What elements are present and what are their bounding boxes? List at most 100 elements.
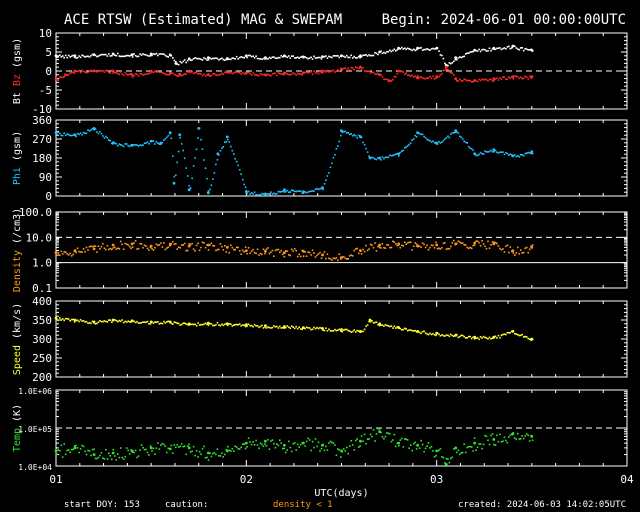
data-point	[414, 329, 416, 332]
data-point	[231, 72, 234, 75]
data-point	[381, 52, 384, 55]
data-point	[72, 71, 74, 74]
data-point	[238, 56, 241, 59]
data-point	[317, 72, 320, 75]
data-point	[222, 58, 225, 61]
data-point	[472, 80, 474, 83]
data-point	[131, 76, 134, 78]
data-point	[187, 188, 191, 192]
data-point	[363, 144, 366, 146]
data-point	[408, 329, 410, 331]
data-point	[78, 250, 80, 253]
data-point	[70, 71, 73, 74]
data-point	[249, 441, 251, 443]
data-point	[299, 255, 302, 258]
data-point	[490, 50, 492, 52]
data-point	[447, 135, 449, 138]
data-point	[482, 153, 485, 155]
data-point	[438, 75, 440, 78]
data-point	[493, 443, 495, 446]
data-point	[445, 136, 448, 139]
data-point	[524, 152, 526, 155]
data-point	[258, 447, 260, 449]
data-point	[302, 190, 305, 194]
data-point	[267, 247, 269, 249]
data-point	[56, 254, 58, 257]
data-point	[222, 249, 225, 251]
data-point	[273, 72, 275, 75]
data-point	[99, 54, 101, 57]
data-point	[494, 48, 497, 51]
data-point	[189, 59, 192, 62]
data-point	[164, 138, 167, 140]
data-point	[442, 334, 445, 337]
data-point	[159, 141, 163, 145]
data-point	[185, 73, 187, 75]
data-point	[429, 332, 431, 335]
data-point	[93, 448, 95, 450]
data-point	[108, 248, 110, 251]
data-point	[405, 48, 407, 51]
data-point	[344, 257, 347, 260]
data-point	[527, 337, 529, 340]
data-point	[215, 249, 217, 252]
data-point	[175, 74, 177, 76]
data-point	[137, 455, 140, 457]
data-point	[438, 449, 440, 451]
data-point	[218, 248, 220, 251]
data-point	[127, 54, 129, 57]
y-tick-label: 300	[32, 333, 52, 346]
data-point	[69, 134, 71, 137]
data-point	[240, 325, 242, 327]
data-point	[274, 72, 277, 75]
data-point	[484, 245, 486, 248]
data-point	[121, 243, 123, 246]
data-point	[224, 323, 226, 326]
data-point	[346, 328, 348, 331]
data-point	[377, 53, 379, 56]
data-point	[63, 319, 65, 322]
data-point	[487, 50, 489, 52]
data-point	[450, 62, 452, 65]
data-point	[401, 244, 403, 247]
data-point	[356, 438, 358, 440]
data-point	[151, 248, 153, 250]
data-point	[365, 54, 367, 56]
data-point	[469, 51, 471, 53]
data-point	[79, 71, 82, 74]
data-point	[185, 249, 187, 252]
data-point	[201, 323, 204, 326]
data-point	[528, 440, 531, 442]
data-point	[280, 73, 283, 75]
data-point	[115, 319, 118, 322]
data-point	[444, 462, 446, 464]
data-point	[357, 330, 360, 332]
data-point	[313, 326, 315, 329]
data-point	[210, 58, 213, 60]
data-point	[500, 248, 503, 251]
data-point	[518, 438, 521, 440]
data-point	[209, 244, 211, 246]
data-point	[433, 247, 436, 249]
data-point	[362, 440, 364, 442]
data-point	[439, 447, 442, 450]
data-point	[439, 142, 442, 144]
data-point	[512, 252, 515, 254]
data-point	[383, 438, 385, 440]
data-point	[235, 55, 238, 58]
data-point	[497, 79, 500, 81]
data-point	[234, 445, 236, 448]
data-point	[328, 328, 330, 331]
data-point	[321, 327, 324, 330]
data-point	[143, 73, 146, 76]
data-point	[76, 57, 79, 59]
data-point	[140, 444, 143, 446]
data-point	[435, 243, 439, 247]
data-point	[311, 440, 314, 443]
data-point	[167, 74, 170, 76]
data-point	[299, 73, 302, 75]
data-point	[381, 243, 384, 245]
data-point	[369, 320, 372, 323]
data-point	[525, 48, 528, 50]
data-point	[218, 154, 220, 156]
